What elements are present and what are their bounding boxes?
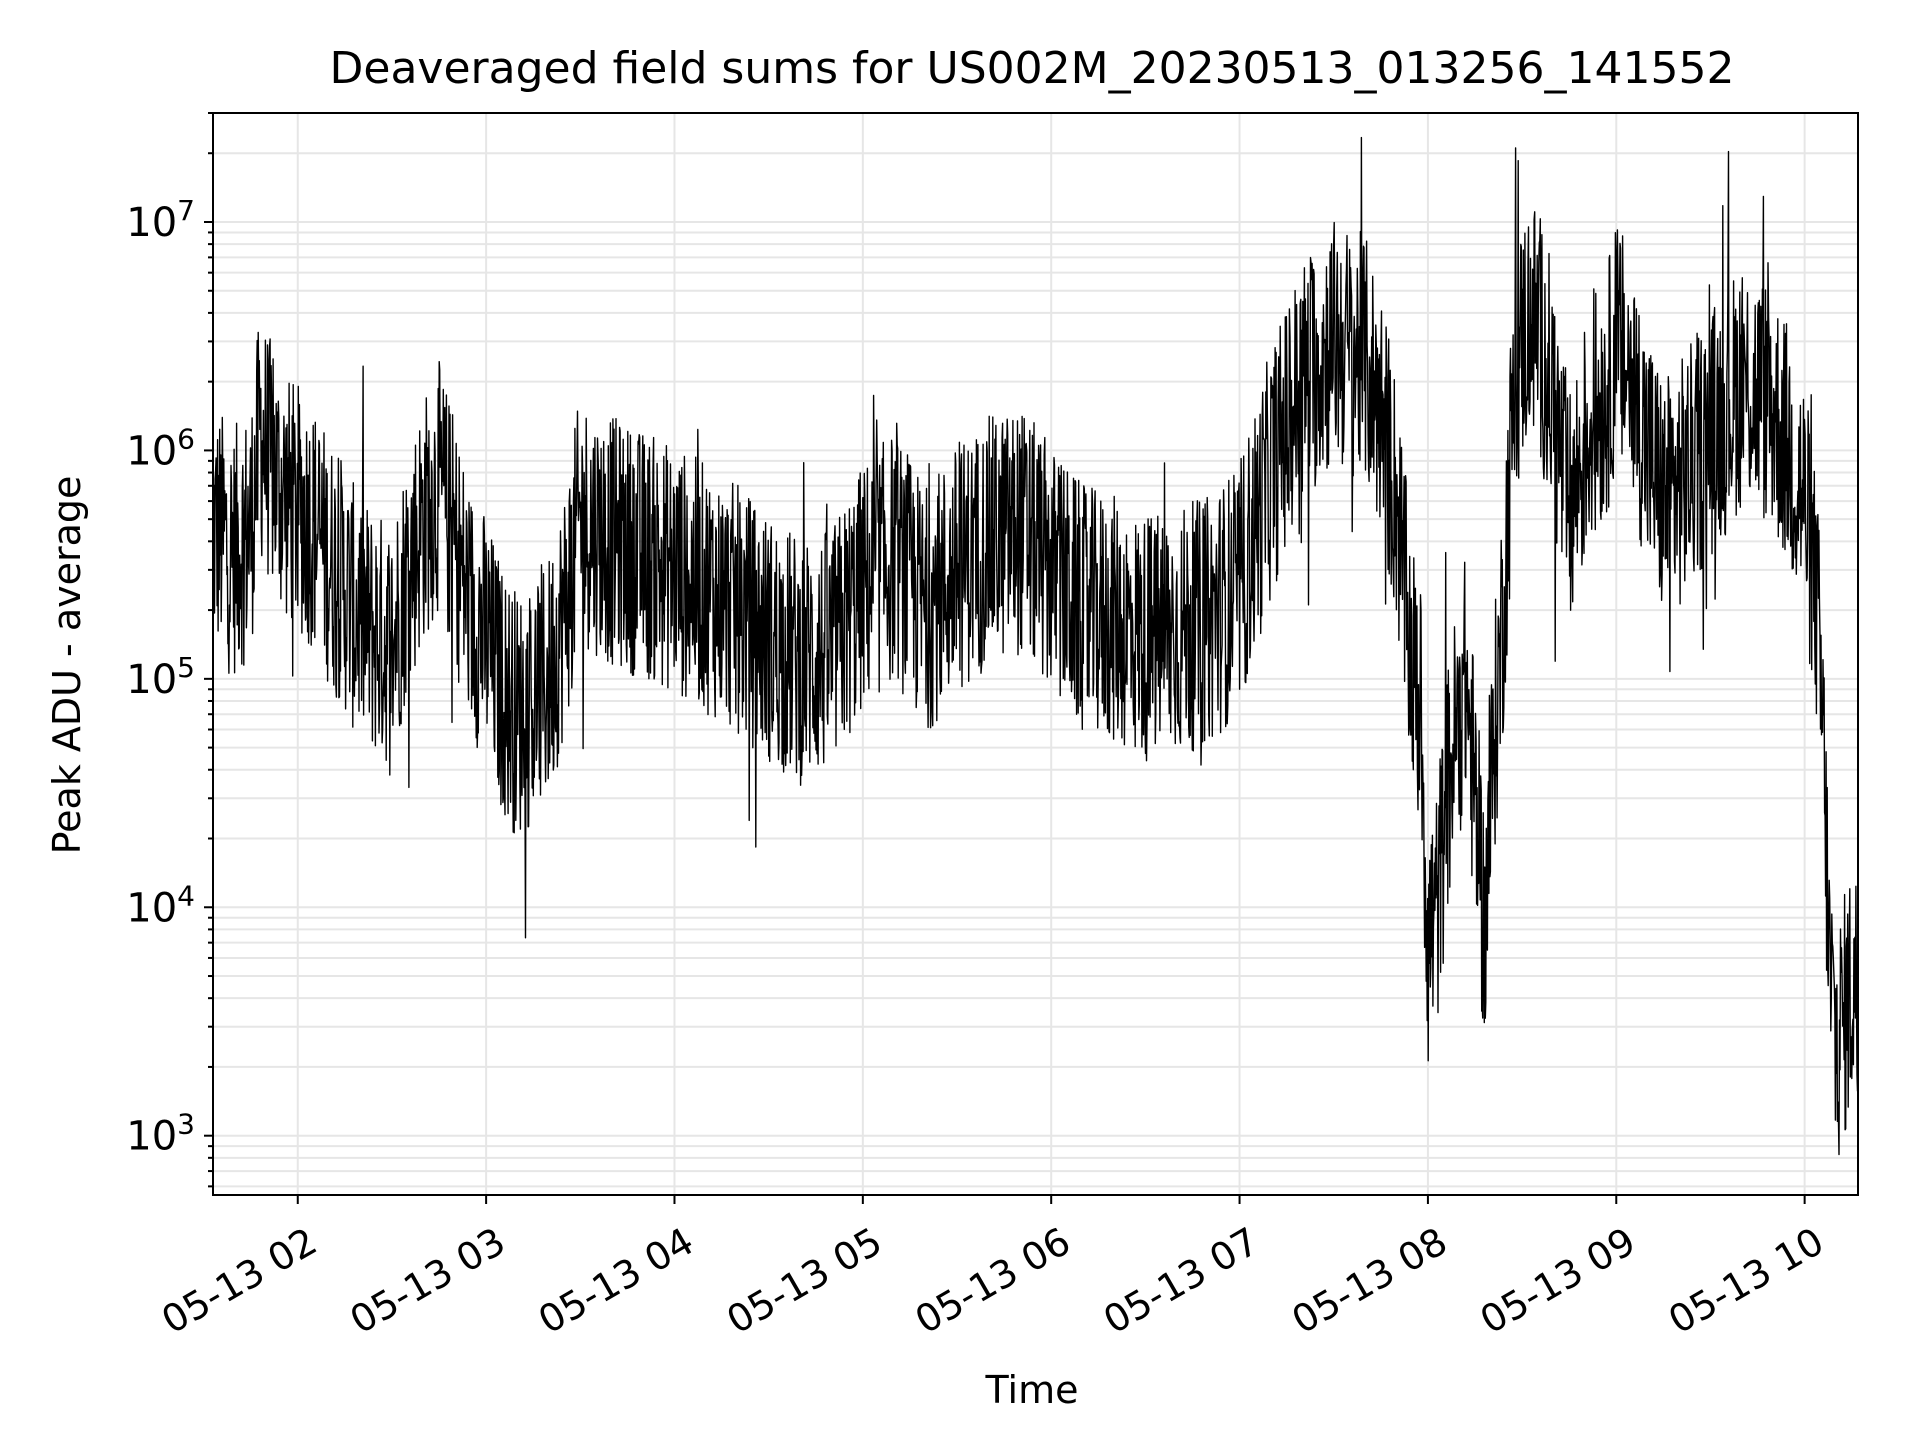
- x-tick-label: 05-13 04: [531, 1219, 701, 1343]
- x-tick-label: 05-13 05: [719, 1219, 889, 1343]
- x-tick-label: 05-13 03: [343, 1219, 513, 1343]
- x-tick-label: 05-13 09: [1473, 1219, 1643, 1343]
- y-tick-label: 106: [126, 422, 195, 474]
- x-tick-label: 05-13 06: [908, 1219, 1078, 1343]
- series-line: [212, 136, 1859, 1156]
- plot-frame: [212, 112, 1859, 1196]
- grid-lines: [213, 112, 1858, 1195]
- y-tick-label: 107: [126, 194, 195, 246]
- y-tick-label: 104: [126, 879, 195, 931]
- y-tick-label: 103: [126, 1108, 195, 1160]
- y-tick-label: 105: [126, 651, 195, 703]
- x-tick-label: 05-13 07: [1096, 1219, 1266, 1343]
- x-tick-label: 05-13 10: [1661, 1219, 1831, 1343]
- x-tick-label: 05-13 02: [154, 1219, 324, 1343]
- x-tick-label: 05-13 08: [1284, 1219, 1454, 1343]
- data-series: [212, 136, 1859, 1156]
- y-axis-label: Peak ADU - average: [45, 476, 89, 855]
- x-axis-label: Time: [985, 1368, 1079, 1412]
- chart-title: Deaveraged field sums for US002M_2023051…: [330, 43, 1735, 94]
